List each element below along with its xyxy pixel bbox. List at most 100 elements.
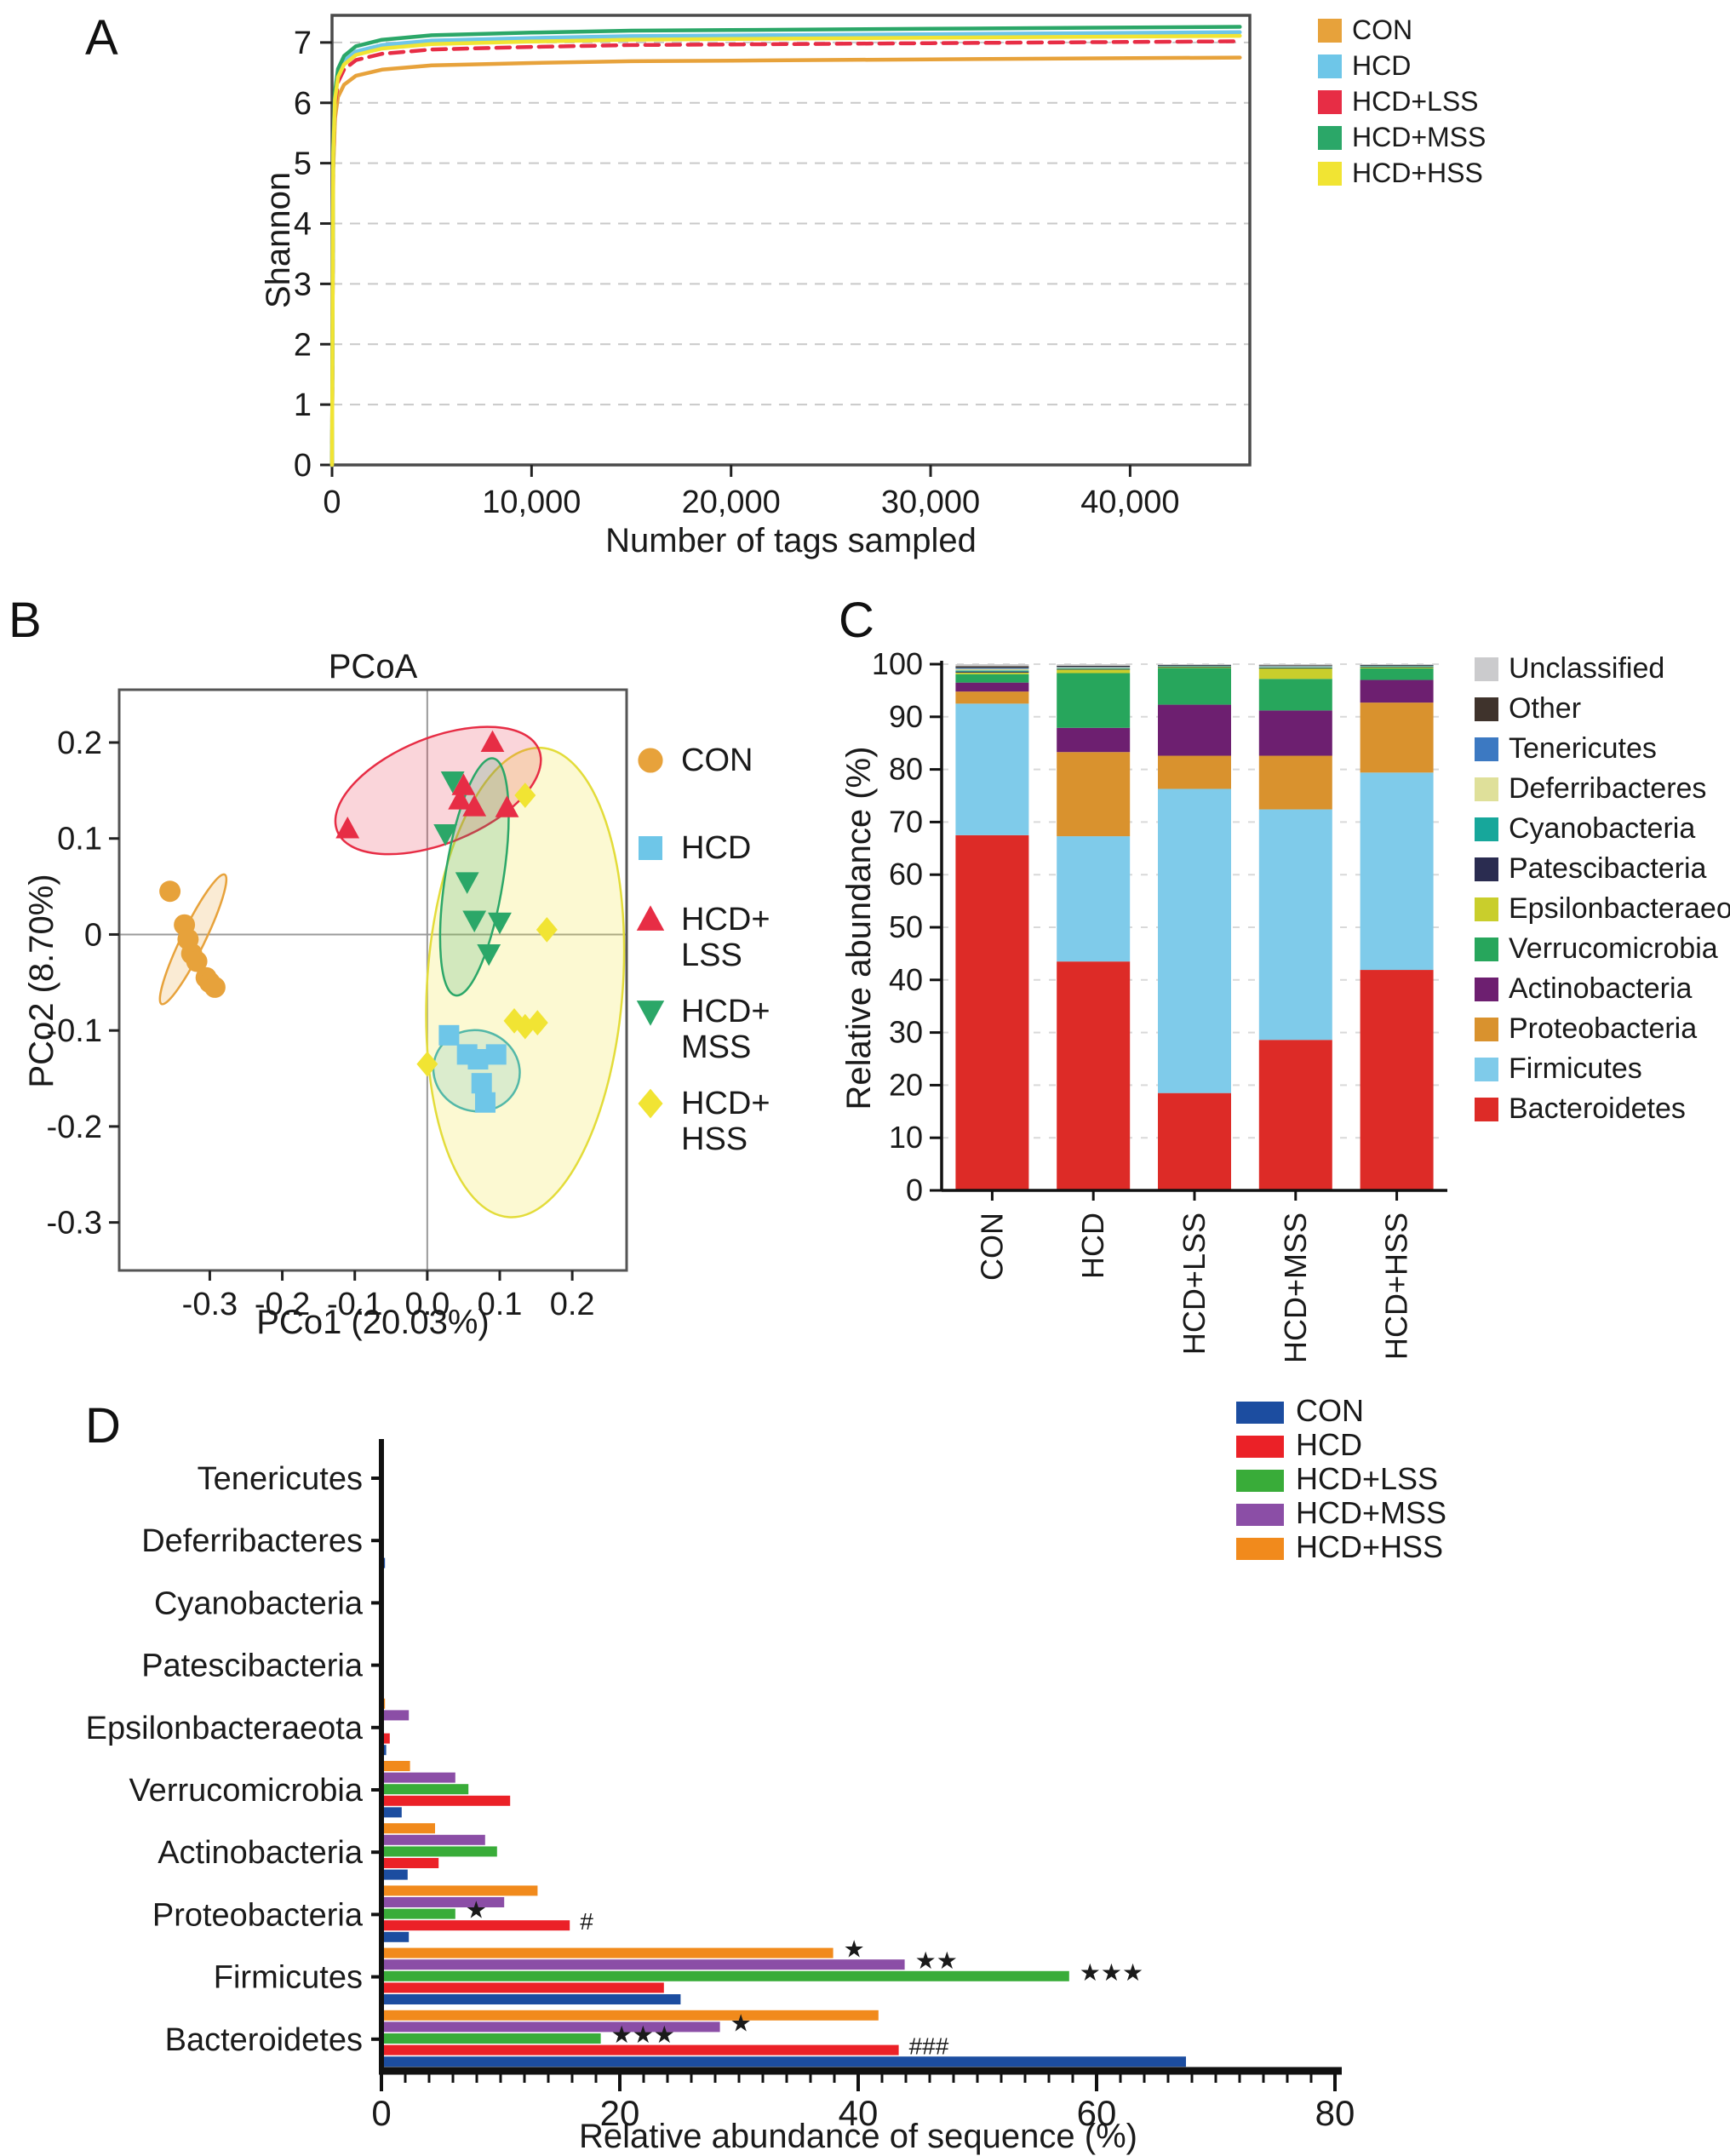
stack-segment-CON-Unclassified [955, 664, 1029, 667]
tick-label: 2 [294, 327, 312, 363]
point-CON [186, 950, 208, 972]
panel-d-letter: D [85, 1398, 121, 1454]
tick-label: -0.1 [47, 1013, 102, 1049]
legend-marker-HCD+LSS [636, 905, 665, 931]
panel-a-x-axis-title: Number of tags sampled [605, 522, 977, 559]
stack-segment-HCD-Verrucomicrobia [1057, 673, 1131, 728]
bar-Proteobacteria-HCD+LSS [381, 1908, 455, 1919]
tick-label: 40 [839, 2093, 879, 2133]
legend-label-Verrucomicrobia: Verrucomicrobia [1509, 932, 1718, 965]
legend-swatch-Cyanobacteria [1475, 817, 1498, 841]
legend-label-HCD+HSS: HCD+HSS [1352, 158, 1483, 188]
stack-segment-HCD+LSS-Other [1158, 664, 1231, 666]
point-HCD+LSS [451, 773, 476, 795]
category-label-Epsilonbacteraeota: Epsilonbacteraeota [86, 1711, 364, 1746]
point-HCD+HSS [526, 1010, 548, 1036]
stack-segment-HCD-Other [1057, 665, 1131, 668]
stack-segment-HCD-Epsilonbacteraeota [1057, 669, 1131, 674]
stack-segment-HCD-Cyanobacteria [1057, 668, 1131, 669]
tick-label: 20,000 [682, 485, 781, 520]
point-HCD [485, 1044, 507, 1065]
stack-segment-CON-Firmicutes [955, 703, 1029, 835]
bar-Proteobacteria-HCD [381, 1920, 570, 1931]
panel-a-y-axis-title: Shannon [260, 172, 297, 308]
stack-segment-CON-Deferribacteres [955, 668, 1029, 671]
panel-d-x-axis-title: Relative abundance of sequence (%) [579, 2118, 1137, 2155]
tick-label: 0.2 [57, 725, 102, 761]
point-HCD+MSS [433, 824, 458, 846]
bar-Bacteroidetes-HCD+MSS [381, 2021, 720, 2033]
significance-Firmicutes-HCD+MSS: ★★ [915, 1947, 958, 1974]
point-CON [203, 976, 226, 998]
legend-label-HCD+HSS: HCD+ [681, 1086, 770, 1121]
tick-label: 0 [371, 2093, 391, 2133]
stack-segment-HCD-Proteobacteria [1057, 752, 1131, 837]
tick-label: 40 [889, 962, 923, 997]
tick-label: 0 [294, 448, 312, 484]
bar-Firmicutes-HCD [381, 1982, 664, 1993]
significance-Proteobacteria-HCD+LSS: ★ [466, 1897, 487, 1924]
tick-label: 10,000 [482, 485, 581, 520]
point-HCD+HSS [514, 1013, 536, 1040]
bar-Epsilonbacteraeota-HCD+MSS [381, 1710, 410, 1721]
stack-segment-HCD+LSS-Verrucomicrobia [1158, 668, 1231, 705]
legend-swatch-HCD+LSS [1318, 90, 1342, 114]
category-label-Patescibacteria: Patescibacteria [141, 1649, 364, 1684]
tick-label: 100 [872, 646, 923, 681]
tick-label: 0.1 [478, 1287, 523, 1322]
point-HCD+MSS [440, 771, 465, 794]
legend-swatch-Epsilonbacteraeota [1475, 897, 1498, 921]
stack-segment-HCD+MSS-Proteobacteria [1258, 755, 1332, 810]
panel-b-letter: B [9, 593, 42, 648]
bar-Verrucomicrobia-HCD [381, 1795, 511, 1806]
legend-swatch-Actinobacteria [1475, 978, 1498, 1001]
panel-b-x-axis-title: PCo1 (20.03%) [256, 1304, 489, 1341]
bar-Epsilonbacteraeota-HCD [381, 1733, 390, 1744]
bar-Verrucomicrobia-HCD+LSS [381, 1784, 469, 1795]
point-HCD+MSS [462, 910, 487, 932]
legend-swatch-Bacteroidetes [1475, 1098, 1498, 1121]
panel-b-title: PCoA [329, 648, 418, 685]
stack-segment-CON-Other [955, 666, 1029, 668]
category-label-Bacteroidetes: Bacteroidetes [165, 2022, 363, 2058]
tick-label: 90 [889, 699, 923, 734]
legend-swatch-Other [1475, 697, 1498, 721]
legend-swatch-Verrucomicrobia [1475, 938, 1498, 961]
legend-swatch-CON [1318, 19, 1342, 43]
stack-segment-HCD+HSS-Other [1360, 664, 1434, 666]
panel-a-letter: A [85, 10, 118, 66]
stack-segment-HCD+MSS-Actinobacteria [1258, 710, 1332, 756]
tick-label: 80 [1315, 2093, 1355, 2133]
series-line-HCD [329, 30, 1242, 467]
legend-swatch-Firmicutes [1475, 1058, 1498, 1081]
stack-segment-CON-Patescibacteria [955, 671, 1029, 673]
stack-segment-HCD+MSS-Firmicutes [1258, 809, 1332, 1041]
stack-segment-HCD+LSS-Proteobacteria [1158, 755, 1231, 789]
stack-segment-HCD+LSS-Firmicutes [1158, 788, 1231, 1093]
panel-c-letter: C [839, 593, 874, 648]
tick-label: 20 [889, 1067, 923, 1102]
legend-label-HCD+LSS: LSS [681, 938, 742, 973]
tick-label: 5 [294, 146, 312, 182]
legend-label-Actinobacteria: Actinobacteria [1509, 972, 1693, 1005]
bar-Actinobacteria-HCD [381, 1858, 439, 1868]
stack-segment-CON-Actinobacteria [955, 682, 1029, 692]
legend-swatch-Patescibacteria [1475, 857, 1498, 881]
stack-segment-HCD+LSS-Actinobacteria [1158, 704, 1231, 756]
tick-label: 0 [323, 485, 341, 520]
legend-label-Proteobacteria: Proteobacteria [1509, 1012, 1697, 1045]
tick-label: 30 [889, 1015, 923, 1050]
stack-segment-HCD+LSS-Bacteroidetes [1158, 1092, 1231, 1190]
tick-label: 0 [906, 1173, 923, 1207]
series-line-HCD+HSS [329, 33, 1242, 467]
legend-swatch-Unclassified [1475, 657, 1498, 681]
legend-label-CON: CON [1296, 1393, 1364, 1428]
tick-label: 0.0 [404, 1287, 450, 1322]
tick-label: 7 [294, 26, 312, 61]
legend-label-CON: CON [1352, 14, 1412, 45]
stack-segment-HCD-Actinobacteria [1057, 727, 1131, 753]
legend-label-Tenericutes: Tenericutes [1509, 732, 1657, 765]
bar-Proteobacteria-HCD+MSS [381, 1897, 505, 1907]
point-HCD+MSS [488, 912, 512, 935]
